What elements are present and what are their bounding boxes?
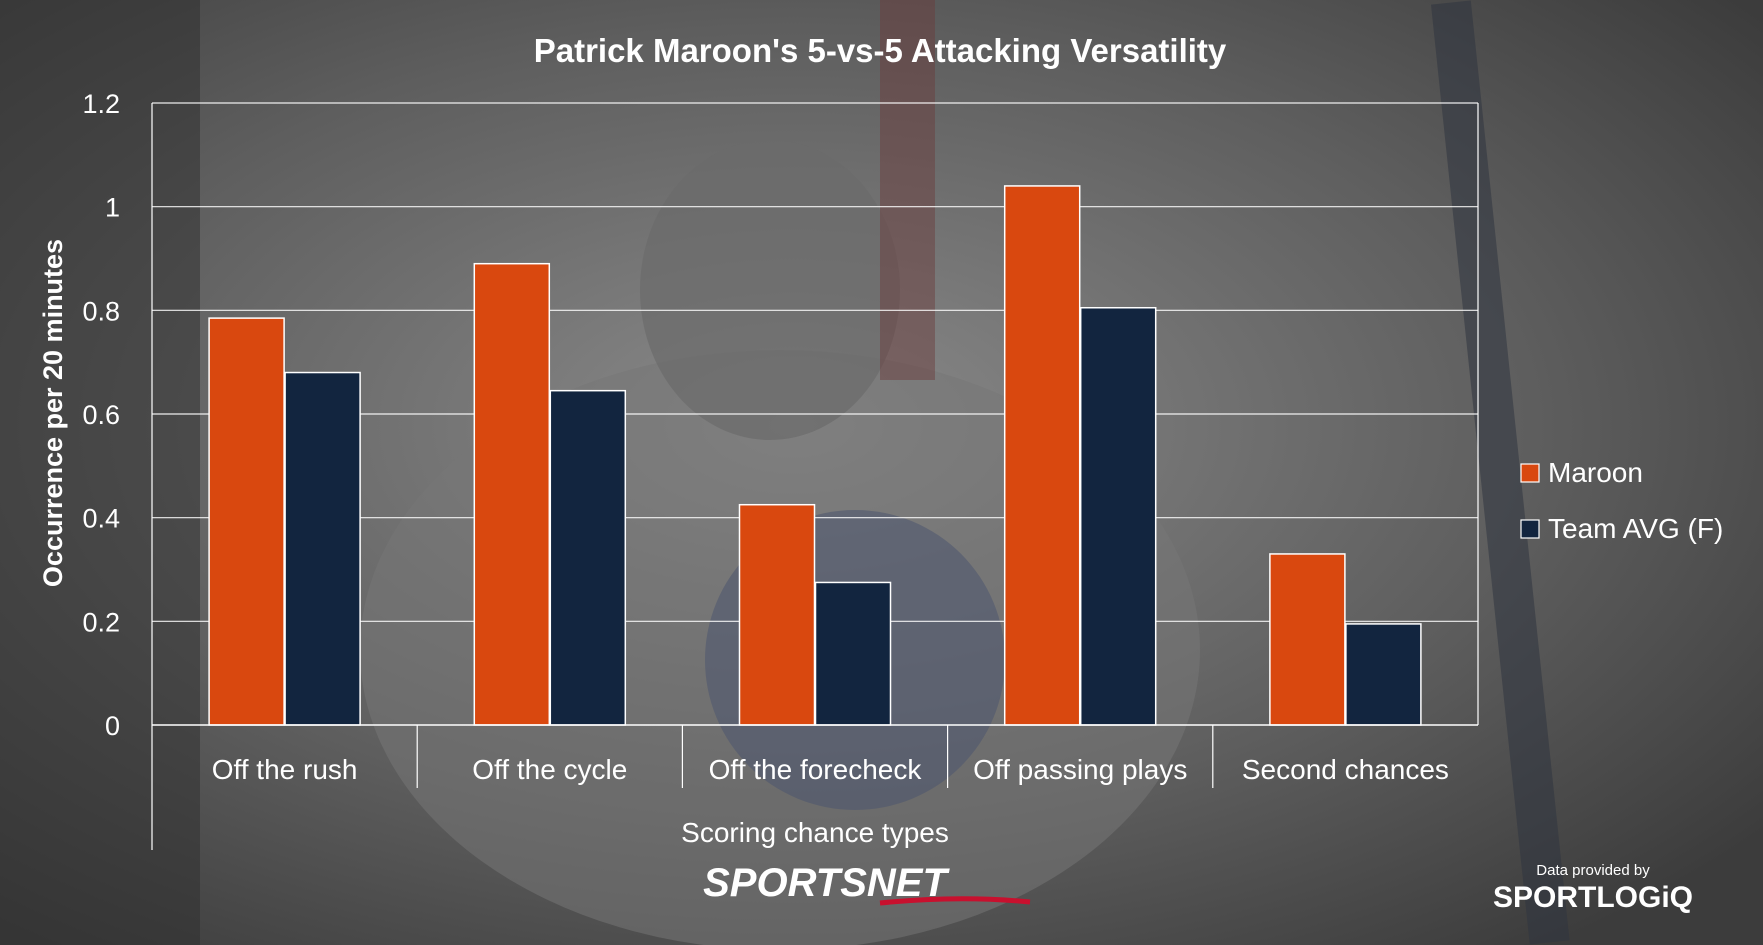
bar-team-avg-f (814, 581, 892, 726)
chart-title: Patrick Maroon's 5-vs-5 Attacking Versat… (534, 32, 1227, 69)
bar-maroon (1269, 553, 1346, 726)
y-tick-label: 0 (105, 711, 120, 741)
y-tick-label: 1.2 (82, 89, 120, 119)
sportlogiq-logo-text: SPORTLOGiQ (1493, 881, 1693, 914)
y-tick-label: 1 (105, 193, 120, 223)
legend-label: Maroon (1548, 457, 1643, 488)
legend-swatch (1520, 463, 1540, 483)
bar-maroon (1003, 185, 1081, 726)
x-tick-label: Off the cycle (472, 754, 627, 785)
legend-label: Team AVG (F) (1548, 513, 1723, 544)
sportsnet-logo-text: SPORTSNET (703, 861, 950, 905)
legend: Maroon Team AVG (F) (1520, 457, 1723, 544)
bar-team-avg-f (284, 371, 361, 726)
data-credit-text: Data provided by (1536, 862, 1650, 879)
bar-team-avg-f (1345, 623, 1422, 726)
sportsnet-logo: SPORTSNET (703, 861, 1031, 906)
bar-maroon (473, 262, 551, 726)
y-tick-label: 0.6 (82, 400, 120, 430)
bar-team-avg-f (549, 389, 627, 726)
legend-swatch (1520, 519, 1540, 539)
y-tick-label: 0.2 (82, 607, 120, 637)
y-tick-label: 0.4 (82, 504, 120, 534)
x-axis-label: Scoring chance types (681, 817, 949, 848)
bar-maroon (208, 317, 285, 726)
sportlogiq-credit: Data provided by SPORTLOGiQ (1493, 862, 1693, 914)
y-axis-label: Occurrence per 20 minutes (38, 239, 68, 587)
x-tick-label: Second chances (1242, 754, 1449, 785)
x-tick-label: Off passing plays (973, 754, 1187, 785)
x-tick-label: Off the forecheck (709, 754, 923, 785)
y-tick-label: 0.8 (82, 296, 120, 326)
bar-team-avg-f (1079, 306, 1157, 726)
x-tick-label: Off the rush (212, 754, 358, 785)
bar-maroon (738, 503, 816, 726)
